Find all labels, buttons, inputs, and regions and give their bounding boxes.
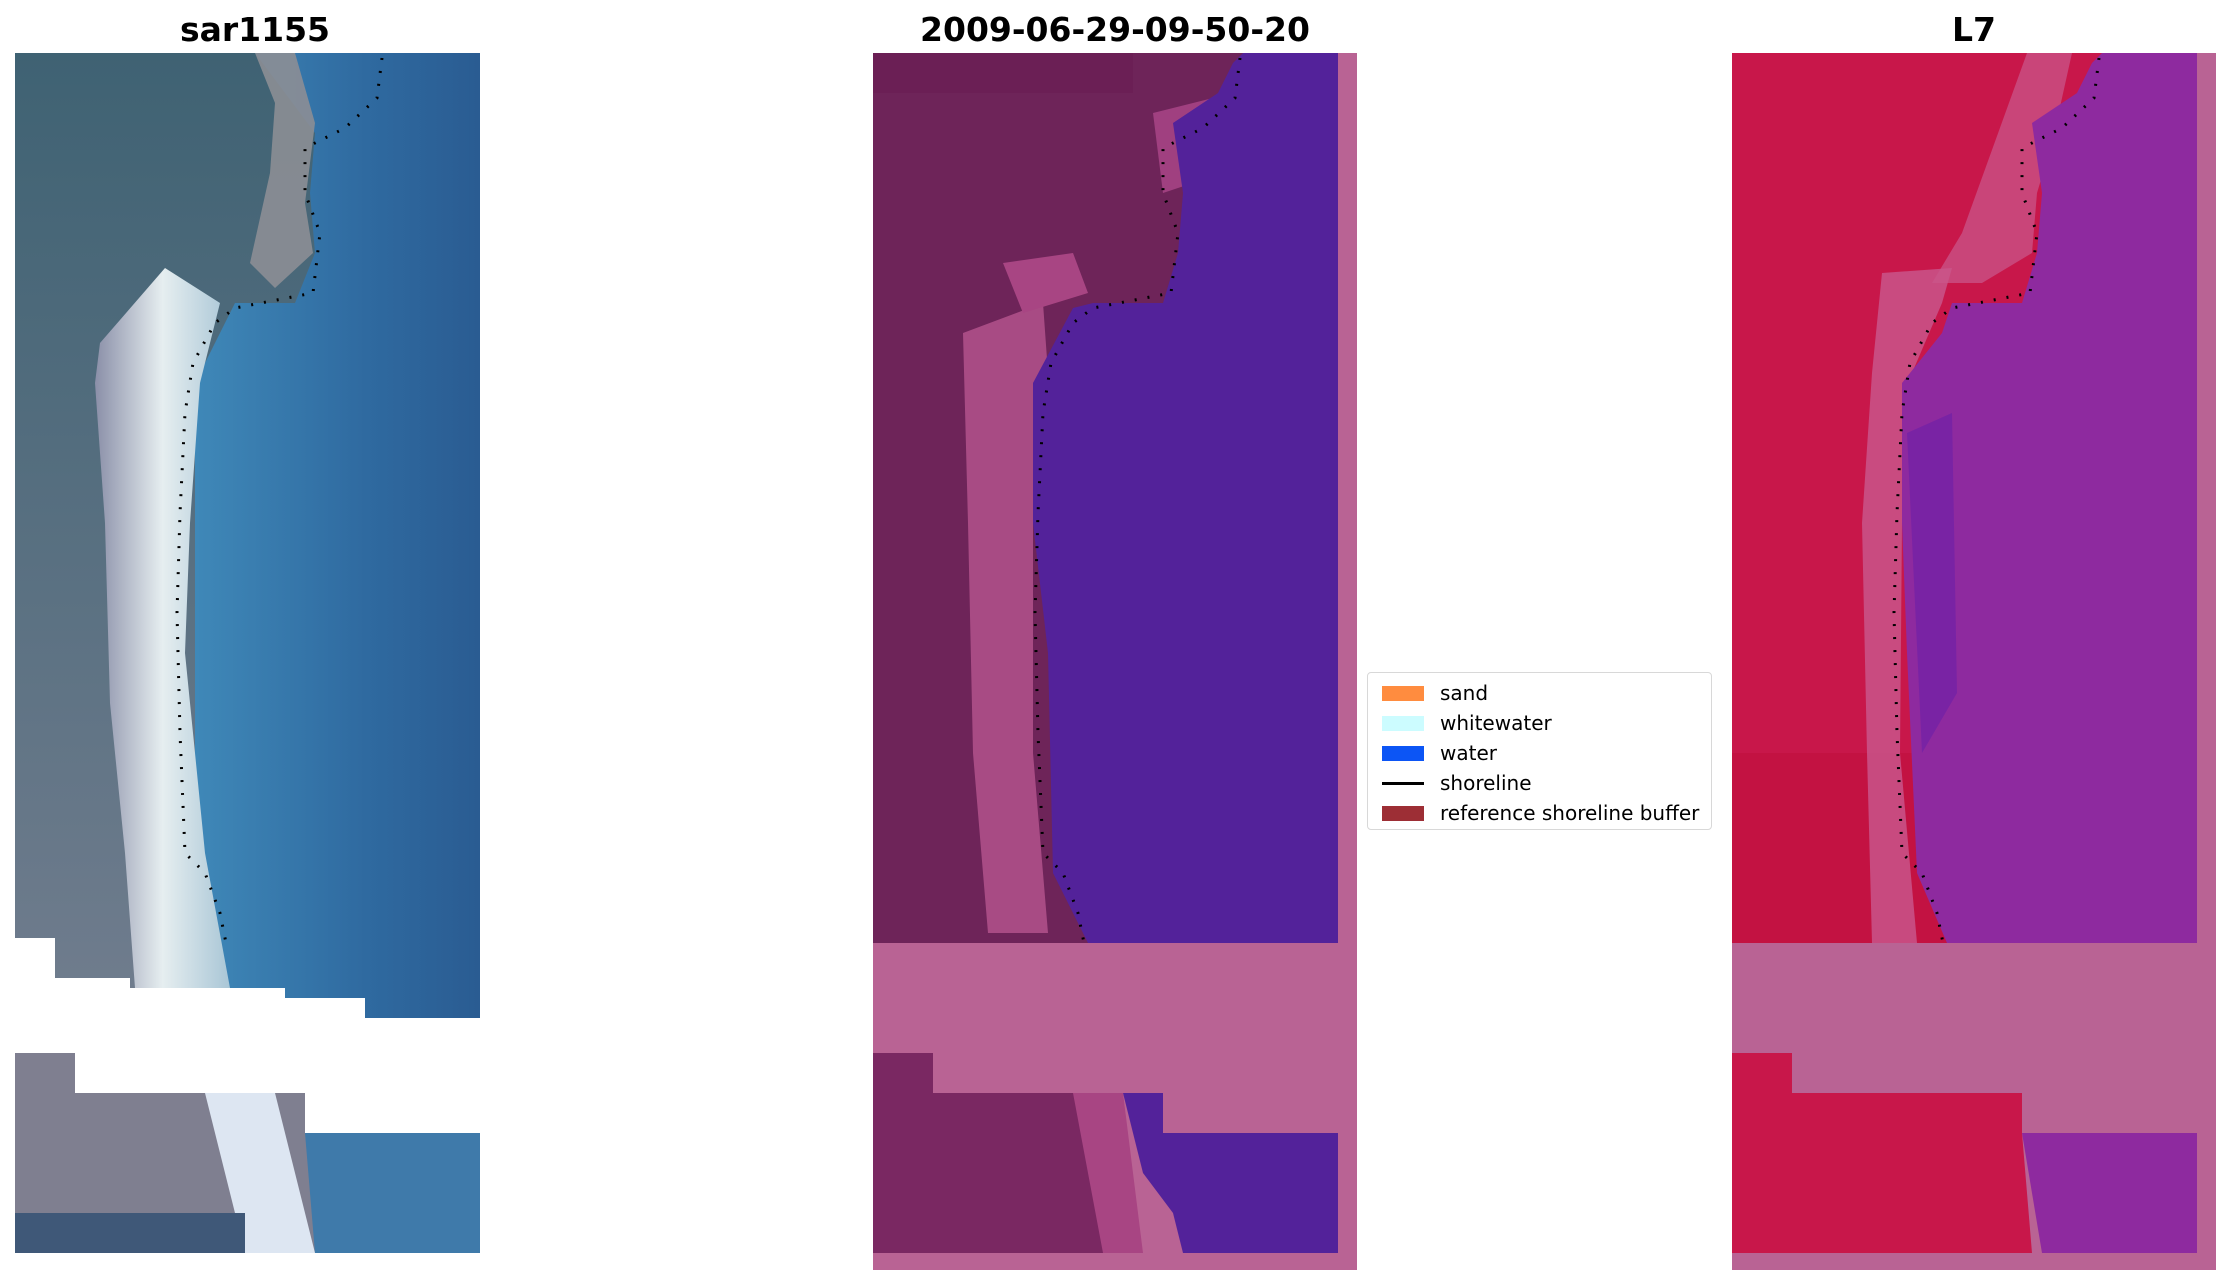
- legend-label-water: water: [1440, 741, 1497, 765]
- panel-title-mndwi: L7: [1952, 10, 1996, 49]
- legend-item-shoreline: shoreline: [1376, 768, 1711, 798]
- panel-title-classified: 2009-06-29-09-50-20: [920, 10, 1310, 49]
- classified-image-panel: [873, 53, 1357, 1270]
- legend-label-reference-buffer: reference shoreline buffer: [1440, 801, 1700, 825]
- legend-item-reference-buffer: reference shoreline buffer: [1376, 798, 1711, 828]
- mndwi-image-panel: [1732, 53, 2216, 1270]
- legend-item-water: water: [1376, 738, 1711, 768]
- whitewater-swatch-icon: [1382, 715, 1424, 731]
- shoreline-line-icon: [1382, 781, 1424, 785]
- legend-label-sand: sand: [1440, 681, 1489, 705]
- legend-item-sand: sand: [1376, 678, 1711, 708]
- panel-title-rgb: sar1155: [179, 10, 331, 49]
- legend-label-shoreline: shoreline: [1440, 771, 1532, 795]
- rgb-image-panel: [15, 53, 480, 1253]
- sand-swatch-icon: [1382, 685, 1424, 701]
- water-swatch-icon: [1382, 745, 1424, 761]
- buffer-swatch-icon: [1382, 805, 1424, 821]
- legend: sand whitewater water shoreline referenc…: [1367, 672, 1712, 830]
- legend-item-whitewater: whitewater: [1376, 708, 1711, 738]
- legend-label-whitewater: whitewater: [1440, 711, 1552, 735]
